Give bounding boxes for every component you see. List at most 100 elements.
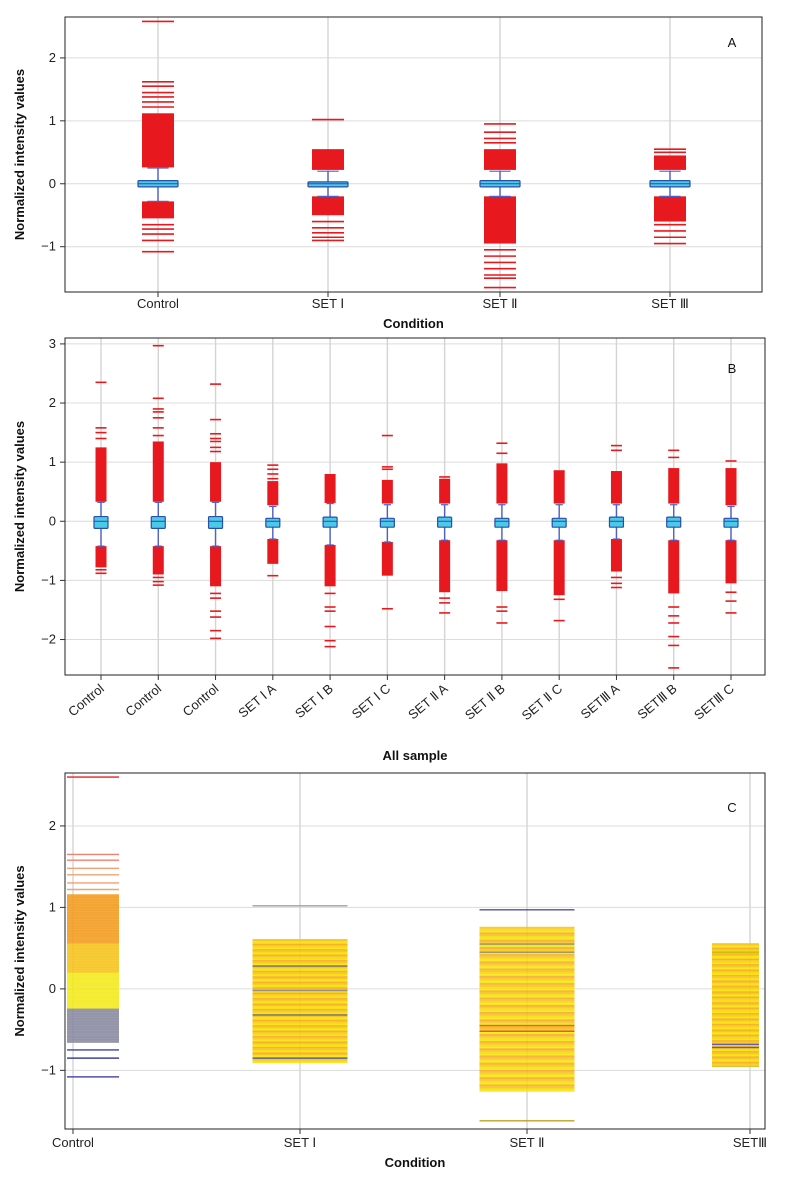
outlier-band-high [610,471,622,504]
outlier-band-high [484,149,516,170]
box-iqr [494,517,510,528]
outlier-band-low [496,540,508,592]
box-iqr [93,515,109,529]
outlier-band-high [152,441,164,502]
plot-frame [64,772,766,1130]
y-tick-label: 0 [49,981,56,996]
outlier-band-high [553,471,565,504]
box-iqr [307,181,349,188]
x-tick-label: Control [122,681,164,720]
x-tick-label: SET Ⅰ A [235,681,279,721]
outlier-band-high [312,149,344,170]
box-11 [723,460,739,614]
outlier-band-low [152,546,164,575]
outlier-band-high [95,447,107,502]
box-0 [137,20,179,253]
outlier-band-high [267,481,279,506]
outlier-band-high [496,463,508,504]
outlier-band-low [654,196,686,222]
y-tick-label: 2 [49,818,56,833]
box-iqr [207,515,224,529]
y-tick-label: −1 [41,572,56,587]
outlier-band-high [324,473,336,503]
outlier-band-low [95,546,107,568]
y-tick-label: 1 [49,454,56,469]
x-tick-label: Control [180,681,222,720]
x-tick-label: SET Ⅰ [284,1135,317,1150]
box-5 [379,434,395,610]
x-tick-label: SET Ⅱ [482,296,517,311]
outlier-band-high [381,479,393,504]
outlier-band-low [381,541,393,576]
box-2 [207,383,224,640]
x-tick-label: SETⅢ C [691,681,737,723]
outlier-band-low [553,540,565,596]
outlier-band-low [142,201,174,219]
box-3 [265,464,281,577]
y-tick-label: 1 [49,899,56,914]
box-iqr [666,516,682,528]
strip-2 [479,909,575,1122]
x-axis-label: All sample [382,748,447,763]
chart-panel-a: −1 0 1 2 Control SET Ⅰ SET Ⅱ SET Ⅲ Condition Norm… [12,16,763,331]
y-axis-label: Normalized intensity values [12,865,27,1036]
box-6 [437,476,453,614]
y-tick-label: −1 [41,1062,56,1077]
x-tick-label: SET Ⅱ A [405,681,451,723]
x-axis-label: Condition [385,1155,446,1170]
outlier-band-high [142,113,174,168]
outlier-band-low [484,196,516,244]
box-2 [479,123,521,289]
x-tick-label: SETⅢ [733,1135,767,1150]
x-axis-label: Condition [383,316,444,331]
box-iqr [265,517,281,528]
x-tick-label: SET Ⅰ C [349,681,393,722]
box-iqr [150,515,166,529]
x-tick-label: Control [65,681,107,720]
outlier-band-low [610,539,622,572]
y-axis-label: Normalized intensity values [12,69,27,240]
outlier-band-high [725,468,737,506]
outlier-band-low [725,540,737,584]
y-axis-label: Normalized intensity values [12,421,27,592]
outlier-band-low [267,539,279,564]
strip-3 [712,943,759,1068]
outlier-band-low [668,540,680,594]
x-tick-label: SET Ⅰ [312,296,345,311]
box-iqr [551,517,567,528]
box-iqr [608,516,625,528]
y-tick-label: −2 [41,632,56,647]
outlier-band-low [439,540,451,593]
y-tick-label: 3 [49,336,56,351]
outlier-band-high [210,462,222,502]
outlier-band-high [439,478,451,504]
box-10 [666,449,682,669]
y-tick-label: 0 [49,513,56,528]
x-tick-label: SET Ⅰ B [292,681,336,721]
x-tick-label: SETⅢ A [578,681,623,722]
y-tick-label: 0 [49,176,56,191]
x-tick-label: Control [52,1135,94,1150]
panel-label: B [728,361,737,376]
outlier-band-low [312,196,344,216]
box-iqr [437,516,453,528]
outlier-band-high [654,155,686,170]
y-tick-label: −1 [41,239,56,254]
panel-label: A [728,35,737,50]
x-tick-label: SETⅢ B [634,681,679,722]
box-3 [649,148,691,245]
chart-panel-c: −1 0 1 2 Control SET Ⅰ SET Ⅱ SETⅢ Condition Norma… [12,772,767,1170]
x-tick-label: SET Ⅱ B [462,681,508,723]
box-iqr [379,517,395,528]
x-tick-label: Control [137,296,179,311]
y-tick-label: 1 [49,113,56,128]
y-tick-label: 2 [49,395,56,410]
box-7 [494,442,510,624]
box-iqr [322,516,338,528]
outlier-band-low [210,546,222,587]
box-1 [307,118,349,242]
plot-frame [64,16,763,293]
box-0 [93,381,109,575]
x-tick-label: SET Ⅱ C [519,681,565,723]
